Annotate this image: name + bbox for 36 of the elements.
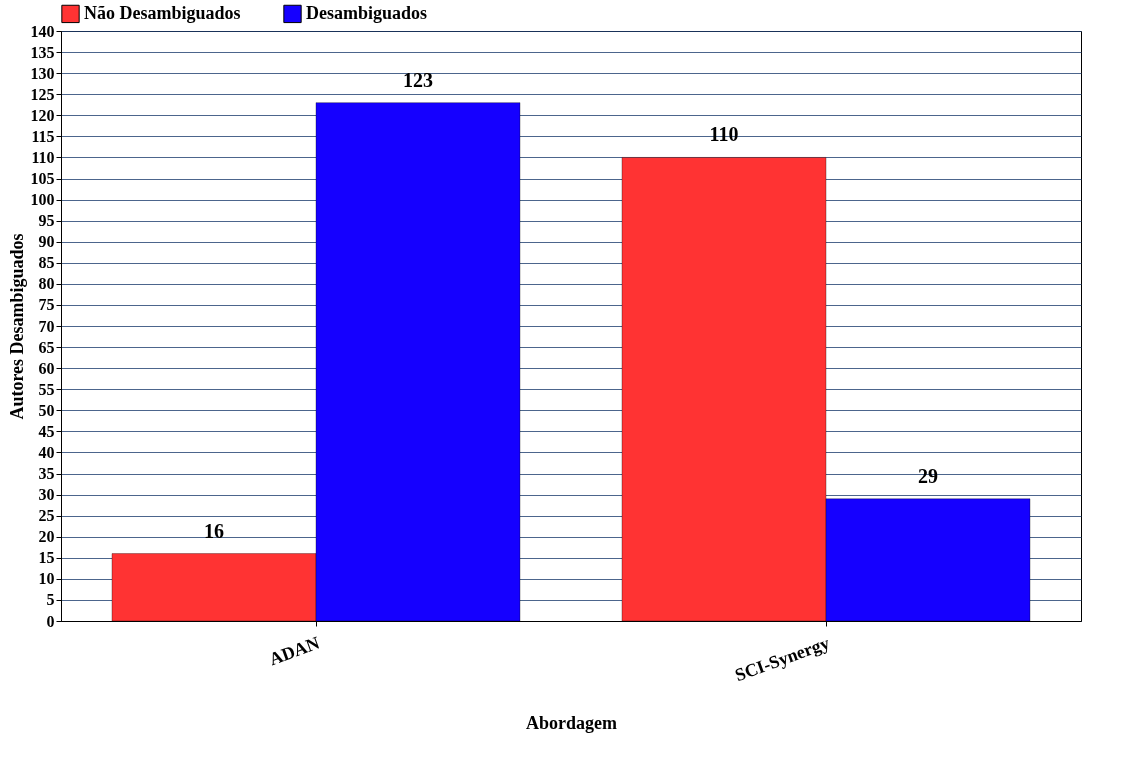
y-tick-label: 30: [38, 486, 55, 504]
y-tick-label: 15: [38, 549, 55, 567]
y-tick-label: 80: [38, 275, 55, 293]
y-tick-label: 110: [31, 148, 55, 166]
legend-label: Não Desambiguados: [84, 2, 241, 23]
y-tick-label: 60: [38, 359, 55, 377]
y-tick-label: 135: [30, 43, 55, 61]
x-axis-title: Abordagem: [526, 713, 617, 734]
y-tick-label: 50: [38, 401, 55, 419]
y-tick-label: 45: [38, 422, 55, 440]
y-tick-label: 75: [38, 296, 55, 314]
y-tick-label: 65: [38, 338, 55, 356]
y-tick-label: 55: [38, 380, 55, 398]
y-axis-title: Autores Desambiguados: [6, 233, 27, 420]
y-tick-label: 35: [38, 465, 55, 482]
y-tick-label: 105: [30, 170, 55, 187]
legend-label: Desambiguados: [306, 2, 428, 23]
y-tick-label: 25: [38, 507, 55, 525]
data-label: 123: [403, 68, 433, 91]
x-tick-label: ADAN: [266, 632, 323, 670]
y-tick-label: 85: [38, 254, 55, 272]
y-tick-label: 100: [30, 191, 55, 209]
y-tick-label: 130: [30, 64, 55, 82]
y-tick-label: 125: [30, 85, 55, 103]
y-tick-label: 5: [46, 591, 55, 609]
y-tick-label: 20: [38, 528, 55, 546]
y-tick-label: 115: [31, 127, 55, 145]
y-tick-label: 10: [38, 570, 55, 588]
y-tick-label: 95: [38, 212, 55, 230]
y-tick-label: 140: [30, 22, 55, 40]
y-tick-label: 120: [30, 106, 55, 124]
data-label: 16: [204, 519, 224, 542]
y-tick-label: 0: [46, 612, 55, 630]
y-tick-label: 90: [38, 233, 55, 251]
y-tick-label: 70: [38, 317, 55, 335]
y-tick-label: 40: [38, 443, 55, 461]
